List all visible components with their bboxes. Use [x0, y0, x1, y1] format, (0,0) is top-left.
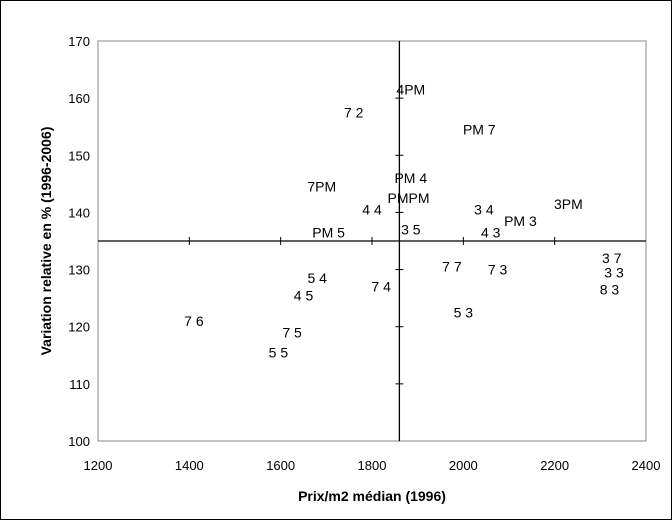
x-tick-label: 2400	[632, 458, 661, 473]
point-label: PMPM	[388, 190, 430, 206]
point-label: 4PM	[396, 82, 425, 98]
point-label: 7 2	[344, 104, 364, 120]
x-tick-label: 1400	[175, 458, 204, 473]
x-tick-label: 2000	[449, 458, 478, 473]
y-tick-label: 100	[68, 434, 90, 449]
point-label: 5 3	[454, 304, 474, 320]
point-label: 3 3	[604, 264, 624, 280]
point-label: PM 3	[504, 213, 537, 229]
x-tick-label: 1200	[84, 458, 113, 473]
point-label: 3 4	[474, 202, 494, 218]
point-label: 3 7	[602, 250, 622, 266]
x-axis-title: Prix/m2 médian (1996)	[298, 488, 446, 504]
x-tick-label: 1600	[266, 458, 295, 473]
y-tick-label: 160	[68, 91, 90, 106]
x-tick-labels: 1200 1400 1600 1800 2000 2200 2400	[84, 458, 661, 473]
y-tick-label: 120	[68, 320, 90, 335]
point-label: PM 5	[312, 224, 345, 240]
y-tick-label: 140	[68, 205, 90, 220]
point-labels: 4PM 7 2 PM 7 7PM PM 4 PMPM 4 4 3 4 PM 3 3PM 3 5 4 3…	[184, 82, 624, 361]
point-label: 7 7	[442, 259, 462, 275]
point-label: 7PM	[307, 179, 336, 195]
point-label: 3 5	[401, 222, 421, 238]
y-tick-label: 150	[68, 148, 90, 163]
point-label: 7 5	[282, 324, 302, 340]
point-label: 5 4	[307, 270, 327, 286]
y-tick-label: 130	[68, 263, 90, 278]
point-label: 7 4	[371, 279, 391, 295]
point-label: 4 4	[362, 202, 382, 218]
y-tick-labels: 100 110 120 130 140 150 160 170	[68, 34, 90, 449]
point-label: 4 5	[294, 287, 314, 303]
y-tick-label: 110	[69, 377, 90, 392]
point-label: PM 7	[463, 122, 496, 138]
point-label: 3PM	[554, 196, 583, 212]
x-tick-label: 2200	[540, 458, 569, 473]
point-label: 8 3	[600, 282, 620, 298]
y-tick-label: 170	[68, 34, 90, 49]
point-label: 5 5	[269, 344, 289, 360]
y-axis-title: Variation relative en % (1996-2006)	[38, 127, 54, 356]
point-label: PM 4	[394, 170, 427, 186]
point-label: 4 3	[481, 224, 501, 240]
cross-axes	[98, 41, 646, 441]
point-label: 7 3	[488, 262, 508, 278]
point-label: 7 6	[184, 313, 204, 329]
x-tick-label: 1800	[358, 458, 387, 473]
